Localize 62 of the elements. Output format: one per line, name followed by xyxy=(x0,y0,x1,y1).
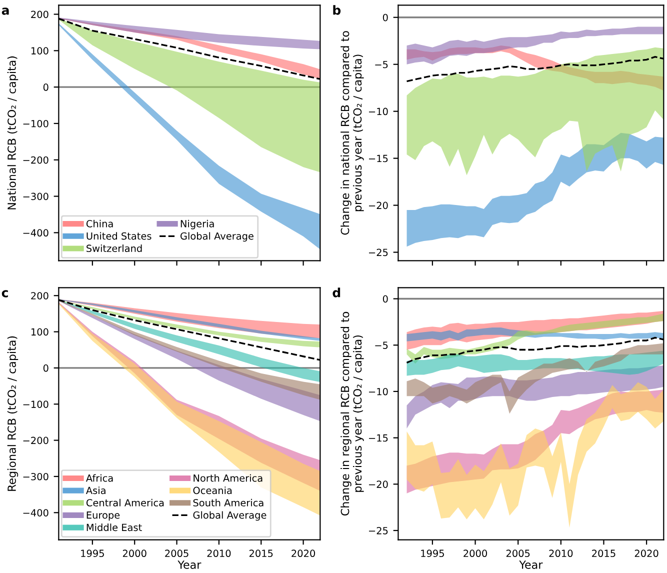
x-tick-label: 2020 xyxy=(292,550,316,558)
y-tick-label: 0 xyxy=(43,84,48,91)
y-axis-title: National RCB (tCO₂ / capita) xyxy=(7,56,18,210)
x-tick-label: 1995 xyxy=(81,550,104,558)
legend-label: Global Average xyxy=(193,511,266,521)
y-tick-label: −25 xyxy=(368,526,388,534)
legend-label: Switzerland xyxy=(86,244,142,252)
x-tick-label: 2015 xyxy=(592,550,616,558)
y-tick-label: 0 xyxy=(382,14,388,22)
y-tick-label: −5 xyxy=(375,60,388,68)
y-tick-label: −25 xyxy=(368,248,388,256)
legend-label: Oceania xyxy=(193,486,232,494)
y-tick-label: −10 xyxy=(368,108,388,116)
y-tick-label: 200 xyxy=(31,10,48,18)
legend-label: South America xyxy=(193,498,264,506)
y-tick-label: −200 xyxy=(23,436,48,444)
x-axis-title: Year xyxy=(519,560,543,569)
text: c xyxy=(2,290,8,298)
text: b xyxy=(333,5,341,15)
y-tick-label: −100 xyxy=(23,400,48,408)
y-tick-label: −200 xyxy=(23,156,48,164)
legend-label: Middle East xyxy=(86,524,142,532)
legend-label: Central America xyxy=(86,498,164,506)
y-tick-label: −10 xyxy=(368,388,388,396)
x-tick-label: 2010 xyxy=(207,550,231,558)
y-axis-title: Change in regional RCB compared to previous year (tCO₂ / capita) xyxy=(340,312,364,516)
legend-label: Asia xyxy=(86,486,106,494)
y-tick-label: 200 xyxy=(31,292,48,300)
x-tick-label: 2005 xyxy=(506,550,530,558)
y-tick-label: −20 xyxy=(368,480,388,488)
legend-label: Nigeria xyxy=(180,220,214,230)
text: a xyxy=(2,8,9,15)
y-tick-label: −400 xyxy=(23,509,48,516)
y-tick-label: −300 xyxy=(23,472,48,480)
y-tick-label: −400 xyxy=(23,229,48,237)
y-tick-label: −100 xyxy=(23,120,48,128)
legend-label: Europe xyxy=(86,512,120,521)
x-tick-label: 2000 xyxy=(122,550,146,558)
y-tick-label: −5 xyxy=(375,342,388,349)
y-tick-label: 100 xyxy=(31,328,48,336)
y-axis-title: Change in national RCB compared to previous year (tCO₂ / capita) xyxy=(340,31,364,235)
legend-label: United States xyxy=(86,232,152,240)
y-tick-label: 0 xyxy=(43,364,48,372)
y-tick-label: −300 xyxy=(23,192,48,200)
x-tick-label: 2000 xyxy=(464,550,487,558)
x-tick-label: 2015 xyxy=(249,550,273,558)
y-tick-label: 100 xyxy=(31,47,48,54)
y-tick-label: −20 xyxy=(368,202,388,210)
y-tick-label: −15 xyxy=(368,434,388,442)
x-tick-label: 2010 xyxy=(549,550,573,558)
y-tick-label: 0 xyxy=(382,295,388,303)
legend-label: Africa xyxy=(86,474,113,482)
y-tick-label: −15 xyxy=(368,154,388,162)
x-tick-label: 2020 xyxy=(634,550,658,558)
legend-label: Global Average xyxy=(180,232,254,242)
text: d xyxy=(332,288,340,298)
y-axis-title: Regional RCB (tCO₂ / capita) xyxy=(7,336,18,491)
legend-label: North America xyxy=(194,474,262,482)
x-tick-label: 1995 xyxy=(421,550,444,558)
x-tick-label: 2005 xyxy=(165,550,188,558)
legend-label: China xyxy=(86,220,113,228)
x-axis-title: Year xyxy=(178,560,202,569)
